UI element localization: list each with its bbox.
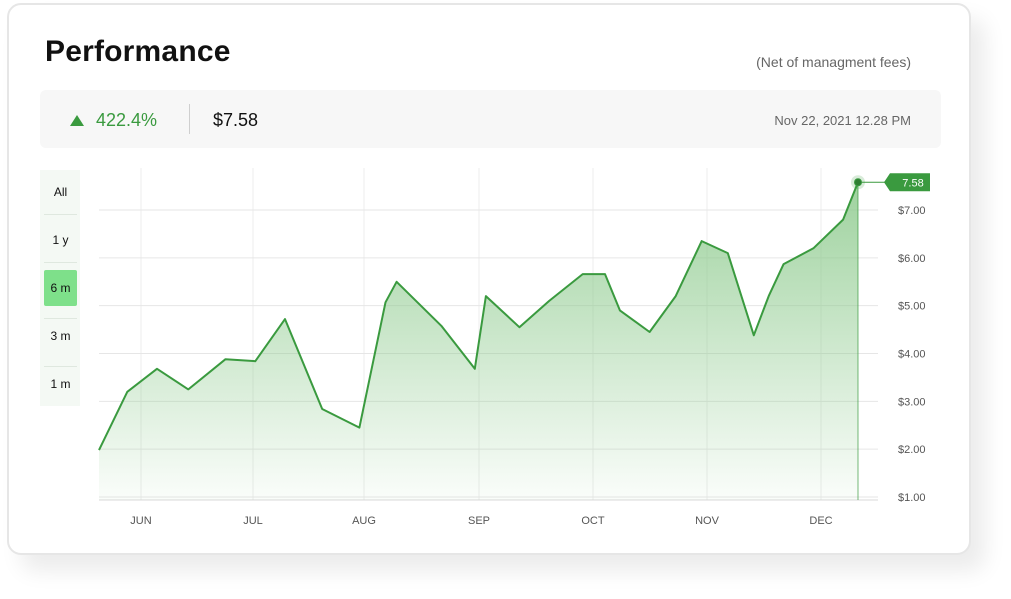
range-1m-button[interactable]: 1 m [50,377,71,391]
stats-bar: 422.4% $7.58 Nov 22, 2021 12.28 PM [40,90,941,148]
y-tick-label: $6.00 [898,253,926,265]
range-divider [44,318,77,319]
range-divider [44,214,77,215]
range-divider [44,262,77,263]
change-percent: 422.4% [96,110,158,130]
x-tick-label: JUL [243,515,263,527]
y-tick-label: $5.00 [898,301,926,313]
x-tick-label: DEC [809,515,832,527]
range-3m-button[interactable]: 3 m [50,329,71,343]
current-point [854,178,862,187]
fees-note: (Net of managment fees) [756,54,911,70]
y-tick-label: $3.00 [898,396,926,408]
current-price: $7.58 [213,110,259,130]
range-1y-button[interactable]: 1 y [52,233,69,247]
y-tick-label: $4.00 [898,349,926,361]
current-value-badge [884,173,930,192]
triangle-up-icon [70,115,84,126]
x-tick-label: AUG [352,515,376,527]
x-tick-label: NOV [695,515,720,527]
y-tick-label: $1.00 [898,492,926,504]
y-tick-label: $2.00 [898,444,926,456]
range-6m-button[interactable]: 6 m [44,270,77,306]
x-tick-label: OCT [581,515,605,527]
page-title: Performance [45,35,231,68]
series-line [98,181,859,451]
area-fill [99,182,858,501]
x-tick-label: JUN [130,515,151,527]
stats-divider [189,104,190,134]
current-value-label: 7.58 [902,177,923,189]
x-tick-label: SEP [468,515,490,527]
y-tick-label: $7.00 [898,205,926,217]
range-selector: All 1 y 6 m 3 m 1 m [40,170,80,406]
range-divider [44,366,77,367]
timestamp: Nov 22, 2021 12.28 PM [774,113,911,128]
range-all-button[interactable]: All [53,185,68,199]
